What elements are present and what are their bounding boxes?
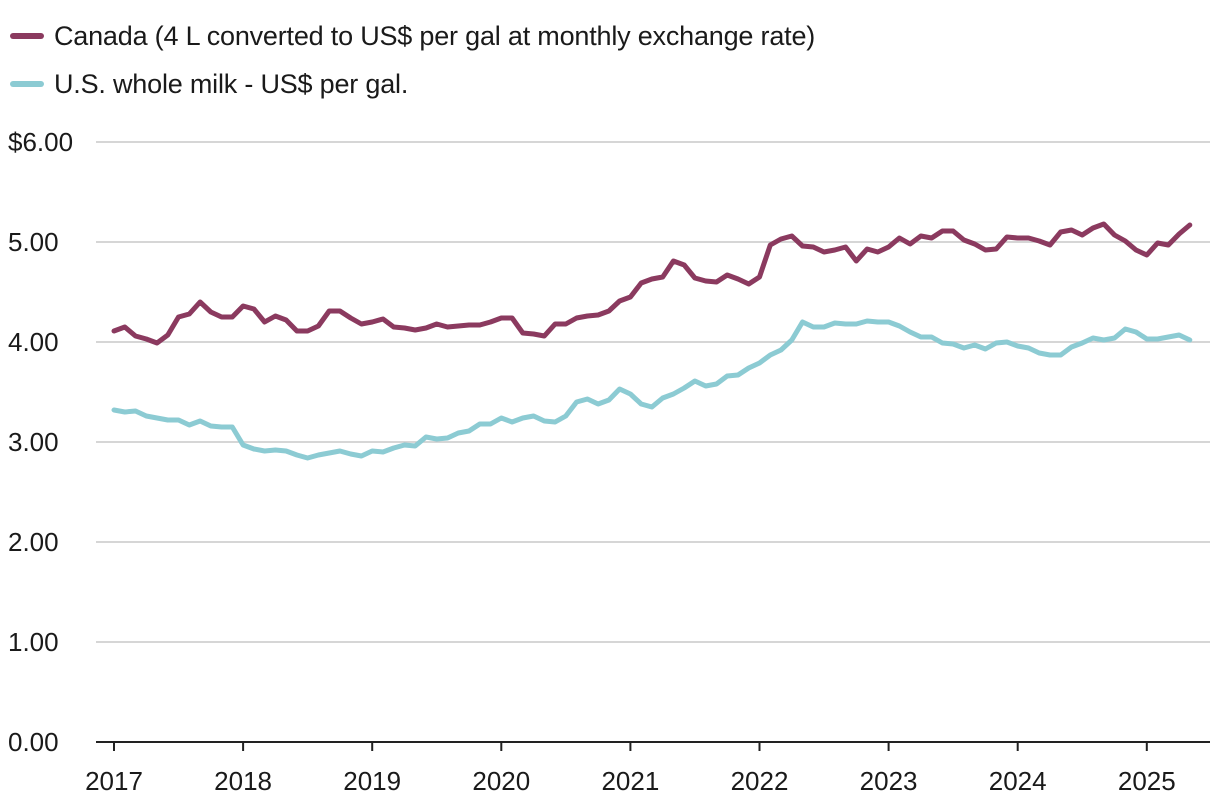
legend-item-us[interactable]: U.S. whole milk - US$ per gal. — [10, 60, 815, 108]
y-tick-label: 0.00 — [8, 727, 59, 757]
y-tick-label: 4.00 — [8, 327, 59, 357]
legend-item-canada[interactable]: Canada (4 L converted to US$ per gal at … — [10, 12, 815, 60]
x-tick-label: 2025 — [1118, 766, 1176, 796]
y-tick-label: 1.00 — [8, 627, 59, 657]
x-tick-label: 2022 — [731, 766, 789, 796]
legend-swatch-us — [10, 81, 44, 87]
y-tick-label: $6.00 — [8, 127, 73, 157]
x-tick-label: 2018 — [214, 766, 272, 796]
series-line-us — [111, 318, 1193, 461]
legend-swatch-canada — [10, 33, 44, 39]
x-tick-label: 2019 — [343, 766, 401, 796]
x-tick-label: 2024 — [989, 766, 1047, 796]
y-tick-label: 3.00 — [8, 427, 59, 457]
legend-label-canada: Canada (4 L converted to US$ per gal at … — [54, 20, 816, 51]
x-tick-label: 2023 — [860, 766, 918, 796]
legend: Canada (4 L converted to US$ per gal at … — [10, 12, 815, 108]
x-tick-label: 2017 — [85, 766, 143, 796]
x-tick-label: 2021 — [601, 766, 659, 796]
x-tick-label: 2020 — [472, 766, 530, 796]
legend-label-us: U.S. whole milk - US$ per gal. — [54, 68, 409, 99]
series-line-canada — [111, 221, 1193, 346]
y-tick-label: 5.00 — [8, 227, 59, 257]
y-tick-label: 2.00 — [8, 527, 59, 557]
